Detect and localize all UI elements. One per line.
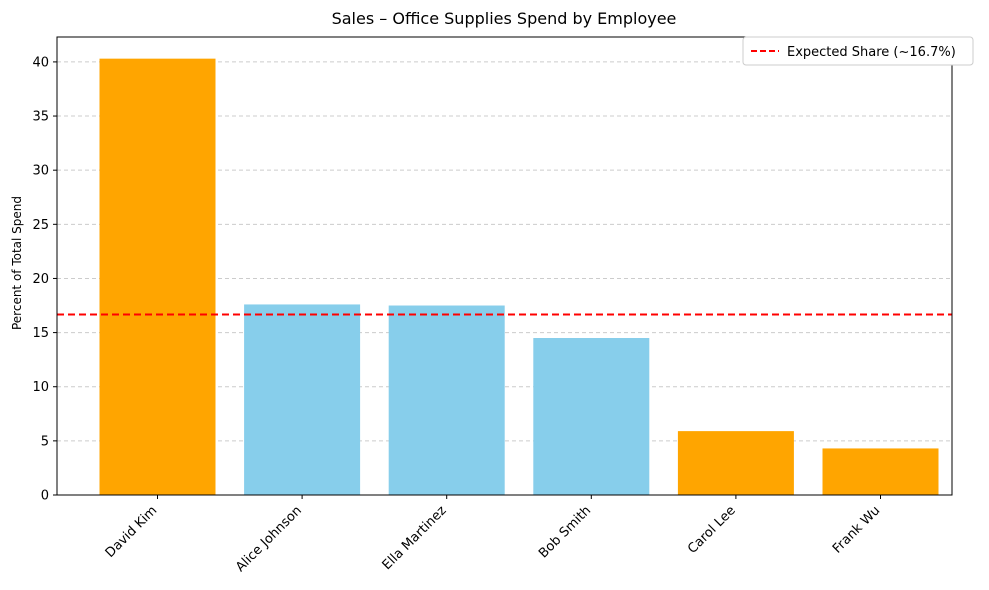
x-tick-label: Alice Johnson	[233, 503, 305, 575]
y-tick-label: 20	[32, 272, 49, 287]
y-tick-label: 0	[41, 489, 49, 504]
legend: Expected Share (~16.7%)	[742, 36, 974, 66]
x-tick-label: David Kim	[103, 503, 161, 561]
legend-box	[742, 36, 974, 66]
y-tick-label: 30	[32, 164, 49, 179]
y-tick-label: 5	[41, 434, 49, 449]
x-tick-label: Frank Wu	[830, 503, 883, 556]
x-ticks: David Kim Alice Johnson Ella Martinez Bob S…	[103, 495, 883, 575]
bar	[533, 338, 650, 495]
chart-title: Sales – Office Supplies Spend by Employe…	[332, 9, 677, 28]
y-tick-label: 25	[32, 218, 49, 233]
bars	[99, 58, 939, 495]
x-tick-label: Ella Martinez	[380, 503, 450, 573]
bar	[244, 304, 361, 495]
axes	[56, 36, 953, 496]
y-ticks: 0 5 10 15 20 25 30 35 40	[32, 55, 57, 504]
legend-label: Expected Share (~16.7%)	[787, 45, 956, 60]
x-tick-label: Bob Smith	[536, 503, 594, 561]
bar	[99, 58, 216, 495]
bar	[388, 305, 505, 495]
y-tick-label: 15	[32, 326, 49, 341]
y-tick-label: 35	[32, 110, 49, 125]
y-tick-label: 40	[32, 55, 49, 70]
x-tick-label: Carol Lee	[685, 503, 739, 557]
bar	[677, 431, 794, 495]
y-tick-label: 10	[32, 380, 49, 395]
y-axis-label: Percent of Total Spend	[10, 196, 24, 330]
plot-frame	[56, 36, 953, 496]
bar	[822, 448, 939, 495]
